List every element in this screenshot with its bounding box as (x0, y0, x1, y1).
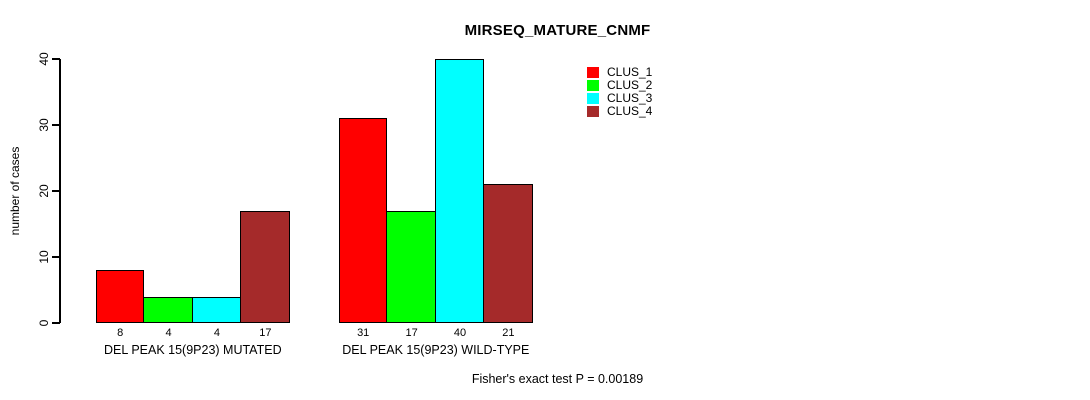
y-axis-tick-label: 40 (37, 52, 51, 66)
x-axis-group-label: DEL PEAK 15(9P23) WILD-TYPE (342, 343, 530, 357)
legend: CLUS_1 CLUS_2 CLUS_3 CLUS_4 (587, 66, 652, 118)
legend-swatch-icon (587, 93, 599, 104)
legend-label: CLUS_2 (607, 78, 653, 92)
bar-clus_2-group1 (143, 296, 193, 323)
y-axis-tick (52, 322, 60, 324)
y-axis-tick (52, 256, 60, 258)
y-axis-tick (52, 190, 60, 192)
bar-clus_1-group1 (96, 270, 145, 323)
y-axis-tick (52, 58, 60, 60)
legend-label: CLUS_3 (607, 91, 653, 105)
bar-value-label: 4 (213, 327, 221, 339)
y-axis-tick-label: 0 (37, 319, 51, 327)
bar-clus_3-group1 (191, 296, 242, 323)
y-axis-tick (52, 124, 60, 126)
fisher-test-annotation: Fisher's exact test P = 0.00189 (471, 372, 644, 386)
legend-item: CLUS_4 (587, 105, 652, 118)
legend-label: CLUS_1 (607, 65, 653, 79)
legend-label: CLUS_4 (607, 104, 653, 118)
y-axis-tick-label: 10 (37, 250, 51, 264)
bar-value-label: 21 (502, 327, 515, 339)
y-axis-tick-label: 20 (37, 184, 51, 198)
legend-item: CLUS_1 (587, 66, 652, 79)
bar-clus_4-group1 (240, 210, 290, 323)
bar-value-label: 4 (165, 327, 172, 339)
chart-title: MIRSEQ_MATURE_CNMF (464, 22, 651, 39)
legend-swatch-icon (587, 106, 599, 117)
legend-item: CLUS_3 (587, 92, 652, 105)
bar-value-label: 31 (357, 327, 370, 339)
bar-clus_2-group2 (386, 210, 436, 323)
legend-swatch-icon (587, 67, 599, 78)
x-axis-group-label: DEL PEAK 15(9P23) MUTATED (103, 343, 282, 357)
y-axis-tick-label: 30 (37, 118, 51, 132)
bar-clus_1-group2 (339, 118, 388, 323)
y-axis-label: number of cases (8, 146, 22, 236)
bar-value-label: 40 (453, 327, 467, 339)
bar-clus_3-group2 (434, 59, 485, 323)
bar-value-label: 8 (117, 327, 124, 339)
legend-swatch-icon (587, 80, 599, 91)
bar-value-label: 17 (259, 327, 272, 339)
bar-value-label: 17 (405, 327, 418, 339)
legend-item: CLUS_2 (587, 79, 652, 92)
bar-clus_4-group2 (483, 184, 533, 323)
